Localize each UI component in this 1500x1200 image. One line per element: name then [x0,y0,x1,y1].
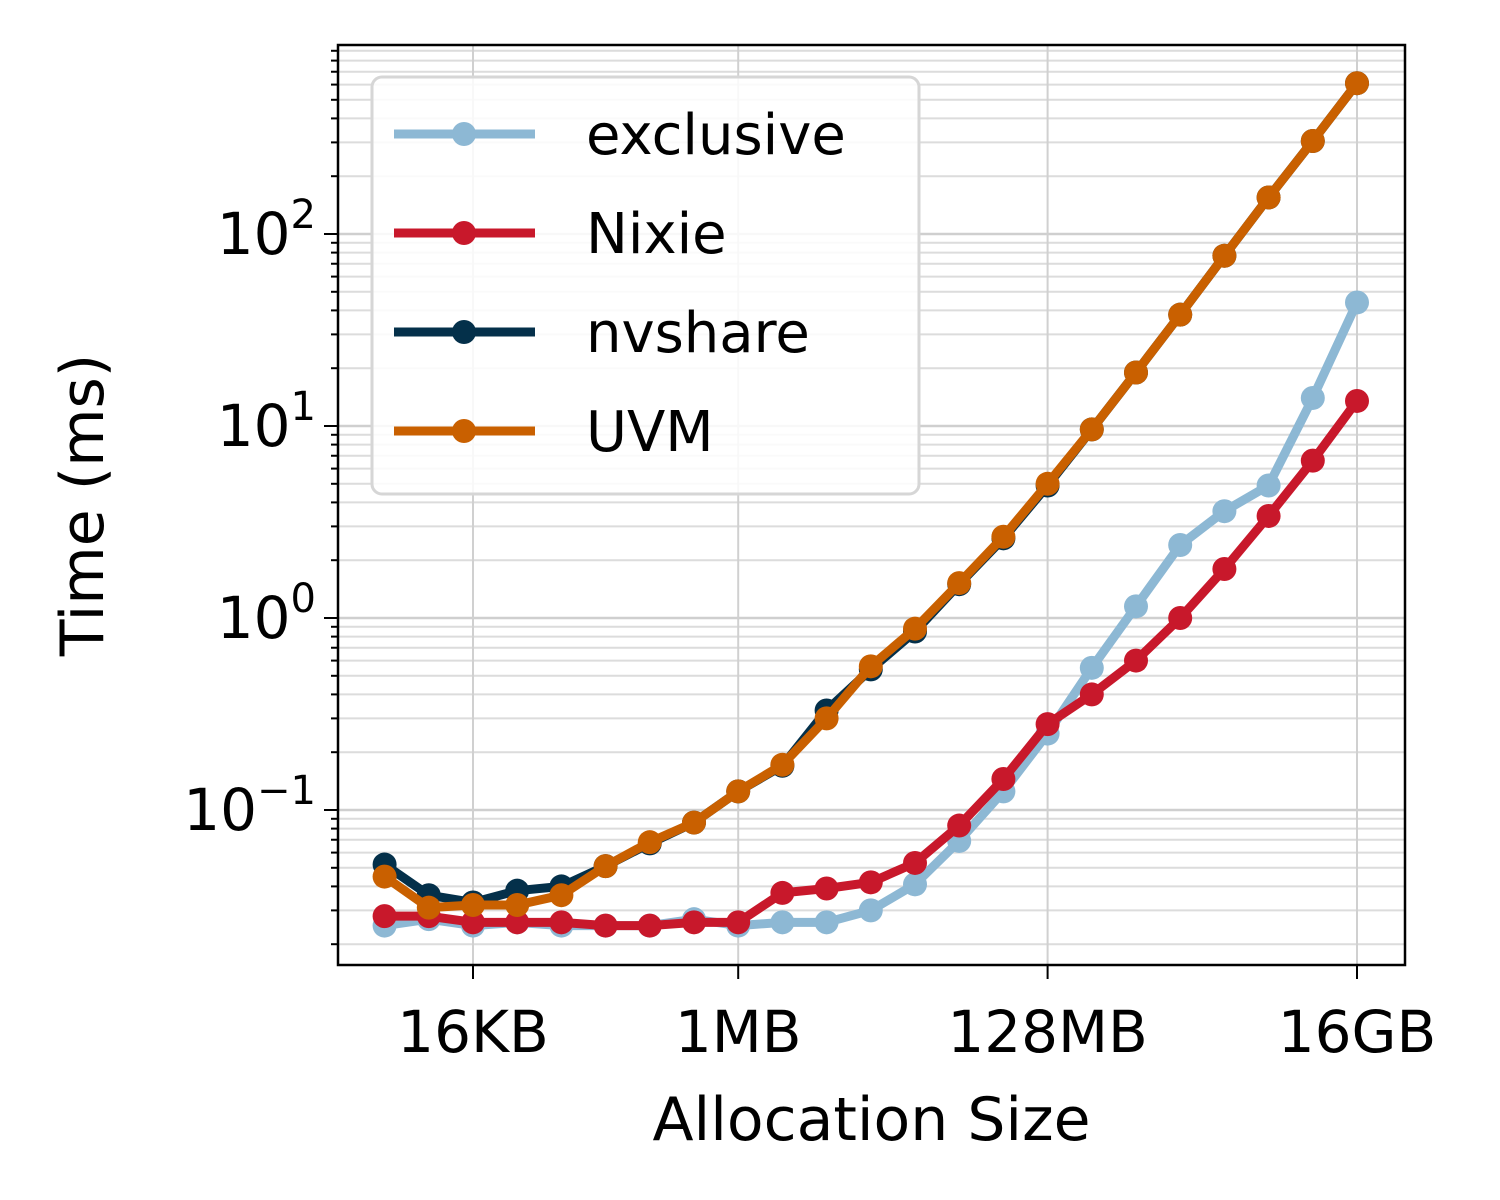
data-point [858,898,883,923]
data-point [549,883,574,908]
data-point [1345,388,1369,413]
data-point [593,913,618,938]
series-layer [372,71,1369,938]
data-point [461,893,485,918]
y-tick-label: 100 [217,576,316,652]
data-point [858,870,883,895]
x-axis-title: Allocation Size [652,1085,1090,1155]
y-axis-title: Time (ms) [48,354,118,657]
series-nixie [372,388,1369,938]
data-point [416,895,441,920]
x-tick-label: 1MB [675,998,802,1066]
y-tick-label: 102 [217,192,316,268]
data-point [593,854,618,879]
data-point [1300,129,1325,154]
y-tick-label: 101 [217,384,316,460]
data-point [814,910,839,935]
legend-label: Nixie [586,202,727,267]
data-point [682,910,706,935]
data-point [770,910,795,935]
data-point [726,779,751,804]
legend-label: UVM [586,400,714,465]
data-point [1212,556,1237,581]
data-point [903,850,927,875]
data-point [1256,185,1281,210]
data-point [814,876,839,901]
data-point [1300,385,1325,410]
axes: 10−1 100 101 102 16KB 1MB 128MB 16GB [183,49,1437,1066]
data-point [1212,499,1237,524]
legend: exclusive Nixie nvshare UVM [370,75,921,496]
data-point [1124,648,1148,673]
plot-frame [336,43,1407,967]
y-tick-label: 10−1 [183,768,316,844]
data-point [903,872,927,897]
data-point [1079,417,1104,442]
data-point [770,880,795,905]
data-point [1035,471,1060,496]
legend-swatch-marker [452,320,476,344]
data-point [947,571,972,596]
data-point [1168,532,1193,557]
data-point [991,524,1016,549]
data-point [1256,473,1281,498]
data-point [858,654,883,679]
legend-label: exclusive [586,103,846,168]
data-point [637,830,662,855]
x-tick-label: 16GB [1278,998,1437,1066]
data-point [1300,448,1325,473]
data-point [1212,243,1237,268]
data-point [1079,655,1104,680]
data-point [505,893,530,918]
data-point [903,616,927,641]
data-point [1168,302,1193,327]
data-point [637,913,662,938]
x-tick-label: 128MB [947,998,1148,1066]
data-point [991,767,1016,792]
x-tick-label: 16KB [397,998,549,1066]
data-point [682,810,706,835]
data-point [947,813,972,838]
data-point [1345,71,1369,96]
legend-swatch-marker [452,122,476,146]
data-point [814,706,839,731]
data-point [1345,290,1369,315]
series-uvm [372,71,1369,920]
data-point [1124,360,1148,385]
data-point [372,904,397,929]
data-point [1168,606,1193,630]
data-point [1035,712,1060,737]
legend-box [370,75,921,496]
data-point [461,910,485,935]
data-point [372,864,397,889]
legend-swatch-marker [452,221,476,245]
data-point [1124,594,1148,619]
data-point [505,910,530,935]
data-point [549,910,574,935]
legend-swatch-marker [452,419,476,443]
data-point [1256,503,1281,528]
data-point [1079,682,1104,707]
legend-label: nvshare [586,301,810,366]
data-point [726,910,751,935]
data-point [770,752,795,777]
